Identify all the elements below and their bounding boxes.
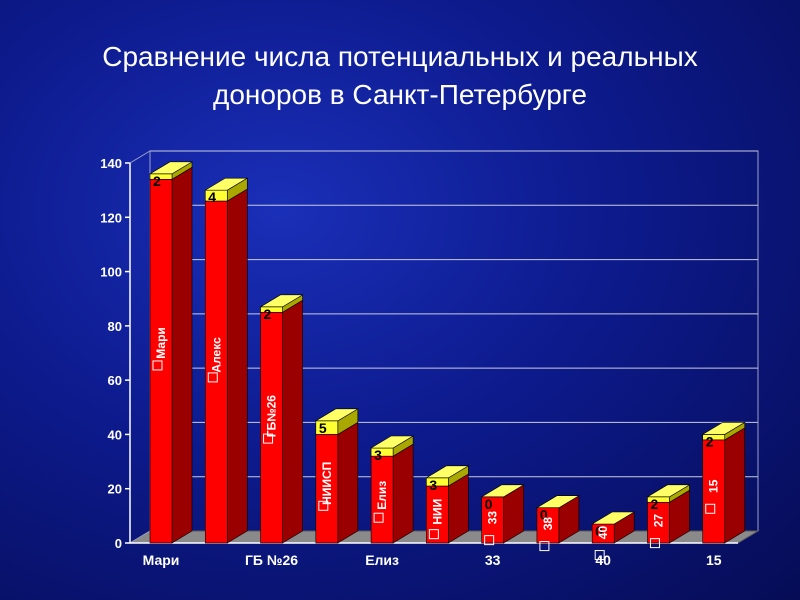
bar-top	[259, 294, 304, 308]
plot-side-wall	[129, 150, 151, 544]
bar-inner-label: НИИСП	[320, 462, 334, 505]
x-category-label: ГБ №26	[245, 552, 298, 568]
cap-value-label: 2	[650, 496, 658, 512]
cap-value-label: 3	[374, 447, 382, 463]
bar-inner-label: 33	[486, 511, 500, 525]
bar-top	[204, 177, 249, 191]
bar-side	[282, 299, 303, 544]
bar-side	[392, 443, 414, 544]
y-tick-label: 40	[108, 427, 122, 442]
cap-value-label: 2	[706, 433, 714, 449]
bar-inner-label: ГБ№26	[265, 395, 279, 437]
bar-inner-glyph	[152, 360, 163, 371]
cap-value-label: 4	[208, 189, 216, 205]
bar-top	[480, 484, 525, 498]
bar-top	[370, 435, 415, 449]
bar-inner-glyph	[428, 529, 439, 540]
bar-inner-glyph	[484, 535, 495, 546]
bar-inner-glyph	[373, 512, 384, 523]
chart-title-line1: Сравнение числа потенциальных и реальных	[102, 41, 698, 72]
cap-value-label: 0	[595, 523, 603, 539]
bar-top	[425, 465, 470, 479]
y-tick-label: 0	[115, 536, 122, 551]
bar-top	[701, 422, 746, 435]
bar-top	[591, 511, 636, 525]
y-tick-label: 120	[100, 210, 122, 225]
x-category-label: Мари	[143, 552, 180, 568]
y-tick-label: 100	[100, 265, 122, 280]
bar-inner-label: Мари	[154, 327, 168, 359]
bar-side	[171, 166, 193, 544]
bar-inner-label: 40	[596, 526, 610, 540]
bar-inner-glyph	[539, 541, 550, 552]
cap-value-label: 3	[429, 477, 437, 493]
y-tick-label: 80	[108, 319, 122, 334]
x-category-label: 15	[706, 552, 722, 568]
bar-top	[148, 161, 194, 175]
x-category-label: 33	[485, 552, 501, 568]
bar-inner-glyph	[705, 503, 716, 514]
bar-top	[314, 408, 359, 422]
chart-title: Сравнение числа потенциальных и реальных…	[0, 38, 800, 114]
bar-inner-label: НИИ	[430, 499, 444, 525]
bar-inner-label: Алекс	[209, 337, 223, 373]
bar-side	[337, 421, 359, 544]
chart-title-line2: доноров в Санкт-Петербурге	[213, 79, 587, 110]
bar-side	[226, 188, 248, 544]
cap-value-label: 0	[540, 507, 548, 523]
cap-value-label: 2	[153, 173, 161, 189]
bar-inner-glyph	[649, 538, 660, 549]
cap-value-label: 0	[485, 496, 493, 512]
bar-inner-label: 38	[541, 517, 555, 531]
bar-inner-label: 27	[651, 514, 665, 528]
bar-inner-label: 15	[707, 479, 721, 493]
y-tick-label: 60	[108, 373, 122, 388]
y-tick-label: 140	[100, 156, 122, 171]
bar-inner-glyph	[318, 500, 329, 511]
cap-value-label: 2	[264, 306, 272, 322]
bar-inner-glyph	[207, 372, 218, 383]
bar-inner-glyph	[263, 433, 274, 444]
bar-side	[724, 427, 746, 544]
bar-top	[646, 484, 691, 498]
x-category-label: Елиз	[365, 552, 399, 568]
bar-inner-label: Елиз	[375, 481, 389, 510]
cap-value-label: 5	[319, 420, 327, 436]
bar-inner-glyph	[594, 550, 605, 561]
bar-top	[535, 495, 580, 509]
x-category-label: 40	[595, 552, 611, 568]
y-tick-label: 20	[108, 482, 122, 497]
